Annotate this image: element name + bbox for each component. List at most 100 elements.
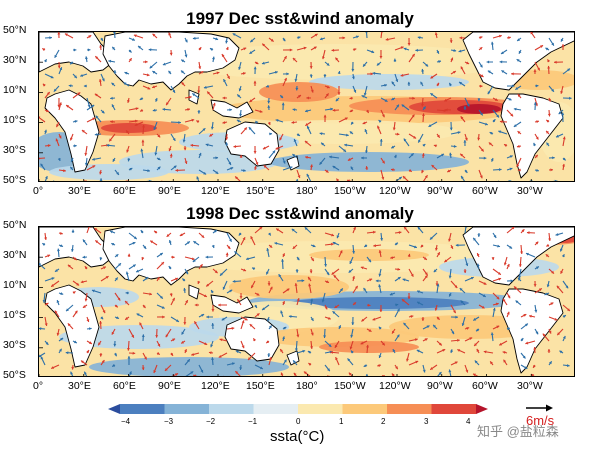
wind-arrowhead: [204, 342, 208, 345]
wind-arrowhead: [507, 295, 511, 299]
wind-arrowhead: [517, 38, 521, 41]
wind-arrowhead: [180, 70, 184, 74]
wind-arrowhead: [211, 357, 215, 360]
wind-arrowhead: [148, 179, 152, 181]
wind-arrowhead: [364, 150, 368, 154]
land-mass: [286, 350, 300, 366]
wind-arrowhead: [146, 73, 150, 77]
wind-arrowhead: [416, 349, 420, 353]
wind-arrowhead: [422, 144, 426, 147]
wind-vectors: [39, 32, 572, 181]
wind-arrowhead: [401, 299, 405, 302]
wind-arrowhead: [282, 38, 286, 42]
wind-arrowhead: [352, 251, 356, 254]
wind-arrowhead: [253, 66, 257, 70]
wind-arrowhead: [420, 103, 424, 107]
wind-arrowhead: [406, 358, 409, 362]
wind-arrowhead: [384, 99, 388, 102]
wind-arrowhead: [267, 100, 271, 104]
wind-arrowhead: [236, 119, 240, 123]
wind-arrowhead: [275, 119, 279, 122]
wind-arrowhead: [321, 142, 324, 146]
wind-arrowhead: [116, 172, 119, 175]
wind-arrowhead: [70, 371, 73, 375]
wind-arrowhead: [178, 120, 181, 124]
wind-arrowhead: [51, 284, 55, 287]
wind-arrowhead: [479, 64, 483, 68]
wind-arrowhead: [476, 328, 479, 332]
wind-arrowhead: [206, 315, 209, 319]
wind-arrowhead: [309, 270, 313, 274]
wind-arrowhead: [192, 93, 196, 97]
wind-arrowhead: [551, 88, 554, 92]
wind-arrowhead: [125, 271, 129, 275]
wind-arrowhead: [54, 310, 58, 314]
wind-arrowhead: [305, 109, 308, 113]
wind-arrowhead: [534, 154, 538, 158]
wind-arrowhead: [562, 157, 566, 161]
wind-arrowhead: [391, 145, 395, 149]
wind-arrowhead: [227, 246, 231, 249]
wind-arrowhead: [124, 71, 128, 75]
wind-arrowhead: [476, 253, 480, 257]
wind-arrowhead: [53, 88, 57, 92]
wind-arrowhead: [504, 144, 507, 147]
wind-arrowhead: [66, 308, 69, 312]
wind-arrowhead: [449, 82, 452, 86]
colorbar-extend-low: [108, 404, 120, 414]
wind-arrowhead: [73, 257, 77, 261]
wind-arrowhead: [378, 273, 382, 277]
wind-arrowhead: [210, 126, 214, 130]
wind-arrowhead: [99, 171, 103, 175]
wind-arrowhead: [430, 93, 434, 96]
wind-arrowhead: [152, 71, 156, 74]
lat-label: 30°N: [3, 249, 27, 261]
wind-arrowhead: [132, 351, 136, 355]
wind-arrowhead: [398, 176, 402, 180]
wind-arrowhead: [152, 33, 156, 37]
wind-arrowhead: [548, 98, 551, 102]
wind-arrowhead: [308, 363, 312, 366]
wind-arrowhead: [127, 253, 131, 257]
wind-arrowhead: [278, 274, 282, 278]
wind-arrowhead: [40, 356, 44, 360]
wind-arrowhead: [518, 50, 522, 54]
wind-arrow: [380, 32, 383, 39]
watermark: 知乎 @盐粒森: [477, 424, 559, 439]
lat-label: 50°N: [3, 24, 27, 36]
wind-arrowhead: [461, 323, 465, 326]
wind-arrowhead: [310, 298, 314, 302]
colorbar-segment: [342, 404, 388, 414]
ssta-contour: [319, 341, 419, 353]
land-mass: [39, 32, 114, 73]
wind-arrowhead: [253, 80, 257, 84]
wind-arrowhead: [112, 363, 116, 367]
wind-arrowhead: [186, 241, 190, 245]
wind-arrowhead: [327, 375, 330, 376]
lat-label: 30°N: [3, 54, 27, 66]
wind-arrowhead: [309, 66, 313, 69]
wind-arrowhead: [350, 350, 354, 354]
wind-arrowhead: [326, 272, 330, 276]
wind-arrowhead: [497, 244, 500, 248]
wind-arrowhead: [80, 74, 84, 77]
wind-arrowhead: [515, 300, 519, 304]
wind-arrowhead: [303, 371, 307, 375]
colorbar-tick-label: 2: [381, 417, 386, 426]
wind-arrowhead: [400, 73, 404, 77]
wind-arrowhead: [295, 270, 299, 273]
wind-arrowhead: [490, 332, 494, 336]
wind-arrowhead: [221, 54, 225, 57]
wind-arrowhead: [408, 169, 412, 172]
wind-arrowhead: [128, 371, 132, 375]
wind-arrowhead: [457, 349, 461, 352]
wind-arrowhead: [480, 112, 483, 116]
wind-arrowhead: [531, 374, 535, 376]
wind-arrowhead: [284, 77, 287, 81]
wind-arrowhead: [533, 102, 537, 105]
wind-arrow: [113, 32, 116, 39]
wind-arrowhead: [183, 288, 187, 291]
wind-arrowhead: [433, 324, 436, 328]
wind-arrowhead: [310, 318, 314, 321]
wind-arrowhead: [329, 155, 332, 159]
